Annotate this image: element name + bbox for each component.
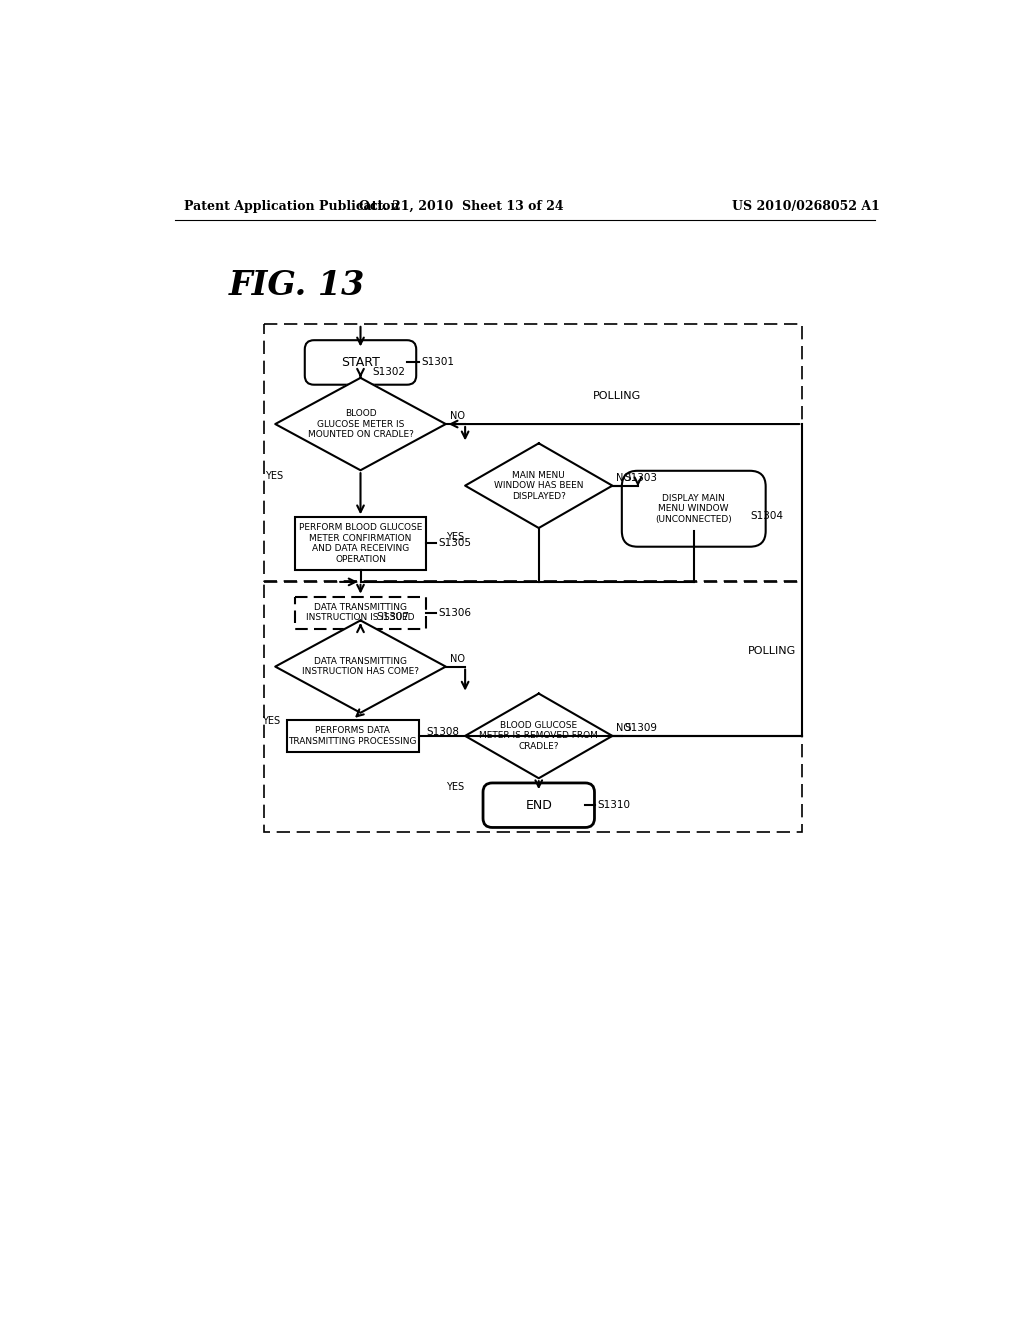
- Polygon shape: [275, 378, 445, 470]
- Text: S1303: S1303: [624, 473, 657, 483]
- Text: S1310: S1310: [597, 800, 630, 810]
- Bar: [287, 719, 419, 752]
- Polygon shape: [275, 620, 445, 713]
- Text: S1304: S1304: [751, 511, 783, 521]
- Text: S1307: S1307: [376, 611, 409, 622]
- Text: DATA TRANSMITTING
INSTRUCTION IS ISSUED: DATA TRANSMITTING INSTRUCTION IS ISSUED: [306, 603, 415, 623]
- Polygon shape: [465, 444, 612, 528]
- FancyBboxPatch shape: [622, 471, 766, 546]
- Text: DISPLAY MAIN
MENU WINDOW
(UNCONNECTED): DISPLAY MAIN MENU WINDOW (UNCONNECTED): [655, 494, 732, 524]
- Text: US 2010/0268052 A1: US 2010/0268052 A1: [732, 199, 881, 213]
- Text: Patent Application Publication: Patent Application Publication: [183, 199, 399, 213]
- Text: POLLING: POLLING: [593, 391, 641, 400]
- Bar: [295, 517, 426, 570]
- Text: MAIN MENU
WINDOW HAS BEEN
DISPLAYED?: MAIN MENU WINDOW HAS BEEN DISPLAYED?: [494, 471, 584, 500]
- Text: S1305: S1305: [438, 539, 471, 548]
- Text: BLOOD
GLUCOSE METER IS
MOUNTED ON CRADLE?: BLOOD GLUCOSE METER IS MOUNTED ON CRADLE…: [307, 409, 414, 440]
- Text: S1301: S1301: [421, 358, 454, 367]
- Text: PERFORM BLOOD GLUCOSE
METER CONFIRMATION
AND DATA RECEIVING
OPERATION: PERFORM BLOOD GLUCOSE METER CONFIRMATION…: [299, 523, 422, 564]
- Text: S1309: S1309: [624, 723, 657, 733]
- Text: S1308: S1308: [426, 727, 460, 737]
- Text: YES: YES: [445, 783, 464, 792]
- Text: NO: NO: [450, 653, 465, 664]
- Text: YES: YES: [445, 532, 464, 543]
- Text: YES: YES: [264, 471, 283, 482]
- Bar: [295, 597, 426, 628]
- Text: POLLING: POLLING: [748, 647, 797, 656]
- Text: BLOOD GLUCOSE
METER IS REMOVED FROM
CRADLE?: BLOOD GLUCOSE METER IS REMOVED FROM CRAD…: [479, 721, 598, 751]
- Text: S1302: S1302: [372, 367, 406, 376]
- Bar: [263, 323, 802, 581]
- FancyBboxPatch shape: [305, 341, 416, 384]
- Text: NO: NO: [616, 473, 631, 483]
- Text: YES: YES: [262, 715, 281, 726]
- Text: NO: NO: [450, 412, 465, 421]
- FancyBboxPatch shape: [483, 783, 595, 828]
- Text: DATA TRANSMITTING
INSTRUCTION HAS COME?: DATA TRANSMITTING INSTRUCTION HAS COME?: [302, 657, 419, 676]
- Text: START: START: [341, 356, 380, 370]
- Text: PERFORMS DATA
TRANSMITTING PROCESSING: PERFORMS DATA TRANSMITTING PROCESSING: [289, 726, 417, 746]
- Text: NO: NO: [616, 723, 631, 733]
- Bar: [263, 582, 802, 832]
- Text: S1306: S1306: [438, 607, 471, 618]
- Text: FIG. 13: FIG. 13: [228, 269, 366, 302]
- Text: END: END: [525, 799, 552, 812]
- Text: Oct. 21, 2010  Sheet 13 of 24: Oct. 21, 2010 Sheet 13 of 24: [359, 199, 563, 213]
- Polygon shape: [465, 693, 612, 779]
